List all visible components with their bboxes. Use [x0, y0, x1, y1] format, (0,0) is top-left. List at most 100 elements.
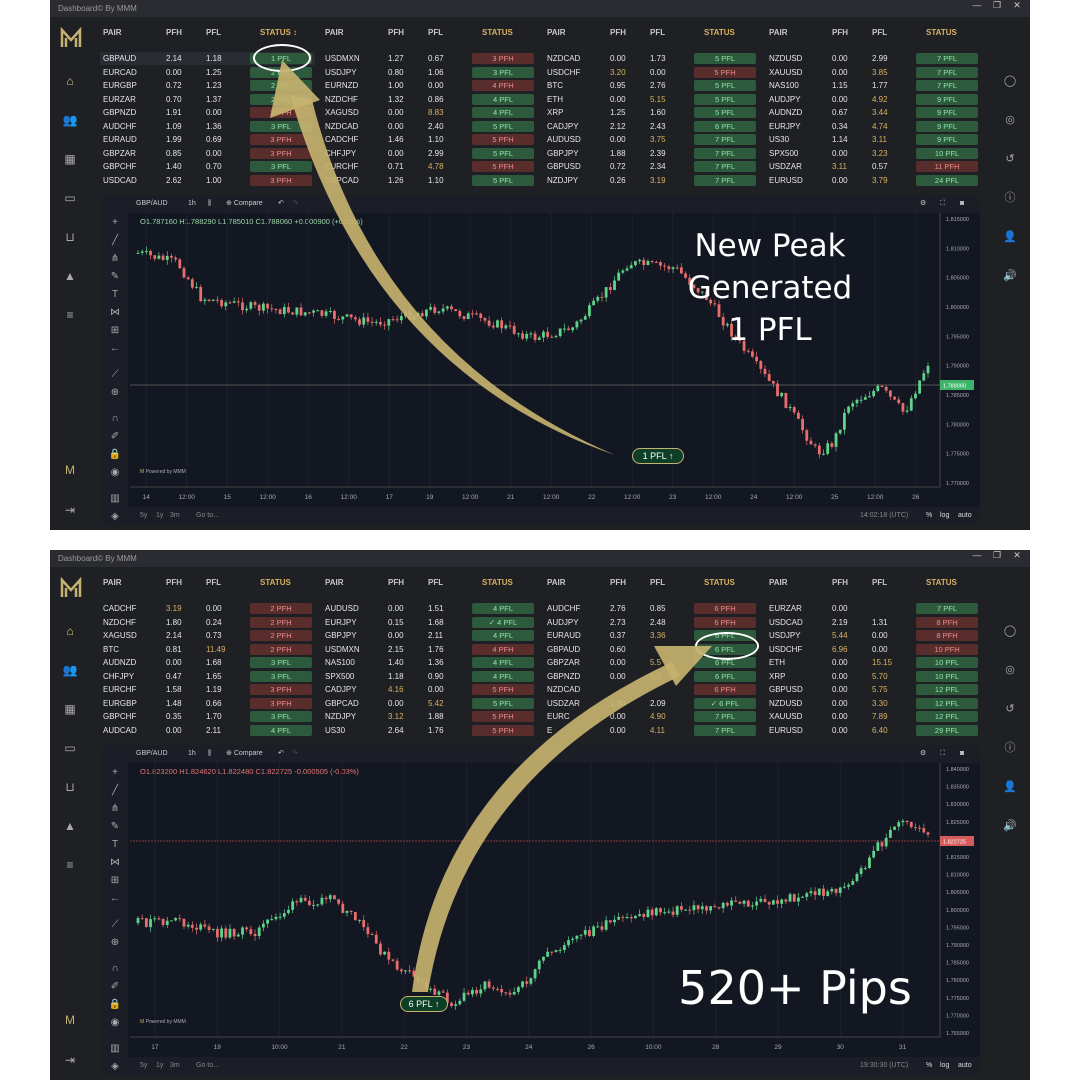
eye-icon[interactable]: ◉	[110, 467, 120, 478]
layers-icon[interactable]: ◈	[111, 511, 119, 522]
range-3m[interactable]: 3m	[170, 512, 180, 519]
table-row[interactable]: EURAUD 1.99 0.69 3 PFH	[100, 133, 315, 146]
table-row[interactable]: USDCHF 3.20 0.00 5 PFH	[544, 66, 759, 79]
video-icon[interactable]: ▭	[64, 191, 76, 205]
column-header-pfl[interactable]: PFL	[650, 578, 666, 587]
table-row[interactable]: BTC 0.95 2.76 5 PFL	[544, 79, 759, 92]
lock-drawing-icon[interactable]: ✐	[110, 431, 120, 442]
column-header-pfl[interactable]: PFL	[206, 578, 222, 587]
table-row[interactable]: GBPJPY 0.00 2.11 4 PFL	[322, 629, 537, 642]
camera-icon[interactable]: ◙	[960, 200, 965, 207]
camera-icon[interactable]: ◙	[960, 750, 965, 757]
table-row[interactable]: USDMXN 1.27 0.67 3 PFH	[322, 52, 537, 65]
table-row[interactable]: GBPNZD 0.00 5.0 6 PFL	[544, 670, 759, 683]
messages-icon[interactable]: ◎	[1005, 114, 1015, 126]
range-1y[interactable]: 1y	[156, 512, 164, 519]
table-row[interactable]: CHFJPY 0.47 1.65 3 PFL	[100, 670, 315, 683]
table-row[interactable]: USDJPY 5.44 0.00 8 PFH	[766, 629, 981, 642]
zoom-icon[interactable]: ⊕	[110, 387, 120, 398]
price-chart[interactable]: GBP/AUD 1h ⫼ ⊕ Compare ↶ ↷ ⚙ ⛶ ◙ + ╱ ⋔ ✎…	[102, 745, 980, 1075]
table-row[interactable]: AUDJPY 0.00 4.92 9 PFL	[766, 93, 981, 106]
trendline-icon[interactable]: ╱	[111, 235, 119, 246]
chat-icon[interactable]: ◯	[1003, 625, 1017, 637]
logout-icon[interactable]: ⇥	[64, 503, 76, 517]
table-row[interactable]: NZDCAD 0.00 1.73 5 PFL	[544, 52, 759, 65]
fib-icon[interactable]: ⋔	[110, 803, 120, 814]
mmm-small-logo-icon[interactable]: M	[65, 1013, 75, 1027]
table-row[interactable]: NZDCAD 6 PFH	[544, 683, 759, 696]
table-row[interactable]: EURGBP 0.72 1.23 2 PFL	[100, 79, 315, 92]
candle-type-icon[interactable]: ⫼	[208, 750, 212, 757]
fullscreen-icon[interactable]: ⛶	[940, 750, 945, 757]
column-header-pair[interactable]: PAIR	[547, 578, 566, 587]
calendar-icon[interactable]: ▦	[64, 152, 76, 166]
history-icon[interactable]: ↺	[1005, 703, 1015, 715]
table-row[interactable]: USDZAR 3.11 0.57 11 PFH	[766, 160, 981, 173]
table-row[interactable]: NZDCHF 1.32 0.86 4 PFL	[322, 93, 537, 106]
info-icon[interactable]: ⓘ	[1004, 192, 1016, 204]
compare-button[interactable]: ⊕ Compare	[226, 750, 263, 757]
table-row[interactable]: EURNZD 1.00 0.00 4 PFH	[322, 79, 537, 92]
table-row[interactable]: US30 2.64 1.76 5 PFH	[322, 724, 537, 737]
info-icon[interactable]: ⓘ	[1004, 742, 1016, 754]
lock-icon[interactable]: 🔒	[108, 449, 122, 460]
user-settings-icon[interactable]: 👤	[1003, 781, 1017, 793]
table-row[interactable]: EURZAR 0.00 7 PFL	[766, 602, 981, 615]
back-arrow-icon[interactable]: ←	[110, 893, 120, 904]
column-header-pfh[interactable]: PFH	[832, 28, 848, 37]
column-header-pfl[interactable]: PFL	[872, 28, 888, 37]
list-icon[interactable]: ≡	[66, 858, 74, 872]
close-button[interactable]: ✕	[1013, 0, 1021, 10]
table-row[interactable]: NAS100 1.40 1.36 4 PFL	[322, 656, 537, 669]
column-header-status[interactable]: STATUS	[704, 578, 735, 587]
back-arrow-icon[interactable]: ←	[110, 343, 120, 354]
table-row[interactable]: XRP 0.00 5.70 10 PFL	[766, 670, 981, 683]
goto-button[interactable]: Go to...	[196, 1062, 219, 1069]
timeframe-button[interactable]: 1h	[188, 200, 196, 207]
table-row[interactable]: GBPCHF 0.35 1.70 3 PFL	[100, 710, 315, 723]
table-row[interactable]: SPX500 1.18 0.90 4 PFL	[322, 670, 537, 683]
column-header-status[interactable]: STATUS	[260, 578, 291, 587]
table-row[interactable]: EURUSD 0.00 6.40 29 PFL	[766, 724, 981, 737]
lock-drawing-icon[interactable]: ✐	[110, 981, 120, 992]
magnet-icon[interactable]: ∩	[111, 963, 119, 974]
column-header-pfl[interactable]: PFL	[428, 28, 444, 37]
cart-icon[interactable]: ⊔	[65, 780, 75, 794]
table-row[interactable]: USDZAR 1.80 2.09 ✓ 6 PFL	[544, 697, 759, 710]
column-header-pair[interactable]: PAIR	[325, 578, 344, 587]
column-header-pfh[interactable]: PFH	[388, 578, 404, 587]
table-row[interactable]: AUDJPY 2.73 2.48 6 PFH	[544, 616, 759, 629]
table-row[interactable]: AUDUSD 0.00 3.75 7 PFL	[544, 133, 759, 146]
pattern-icon[interactable]: ⋈	[110, 857, 120, 868]
range-5y[interactable]: 5y	[140, 1062, 148, 1069]
table-row[interactable]: NZDUSD 0.00 3.30 12 PFL	[766, 697, 981, 710]
table-row[interactable]: XRP 1.25 1.60 5 PFL	[544, 106, 759, 119]
settings-icon[interactable]: ⚙	[920, 200, 927, 207]
undo-icon[interactable]: ↶	[278, 200, 284, 207]
range-3m[interactable]: 3m	[170, 1062, 180, 1069]
table-row[interactable]: ETH 0.00 15.15 10 PFL	[766, 656, 981, 669]
auto-toggle[interactable]: auto	[958, 512, 972, 519]
table-row[interactable]: E 0.00 4.11 7 PFL	[544, 724, 759, 737]
table-row[interactable]: CADJPY 2.12 2.43 6 PFL	[544, 120, 759, 133]
magnet-icon[interactable]: ∩	[111, 413, 119, 424]
table-row[interactable]: XAGUSD 0.00 8.83 4 PFL	[322, 106, 537, 119]
table-row[interactable]: CADJPY 4.16 0.00 5 PFH	[322, 683, 537, 696]
logout-icon[interactable]: ⇥	[64, 1053, 76, 1067]
table-row[interactable]: USDCAD 2.19 1.31 8 PFH	[766, 616, 981, 629]
column-header-pfh[interactable]: PFH	[610, 578, 626, 587]
brush-icon[interactable]: ✎	[110, 271, 120, 282]
cart-icon[interactable]: ⊔	[65, 230, 75, 244]
table-row[interactable]: NZDUSD 0.00 2.99 7 PFL	[766, 52, 981, 65]
column-header-status[interactable]: STATUS	[926, 28, 957, 37]
table-row[interactable]: AUDCAD 0.00 2.11 4 PFL	[100, 724, 315, 737]
brush-icon[interactable]: ✎	[110, 821, 120, 832]
table-row[interactable]: EURCHF 1.58 1.19 3 PFH	[100, 683, 315, 696]
column-header-pfh[interactable]: PFH	[610, 28, 626, 37]
trash-icon[interactable]: ▥	[110, 1043, 120, 1054]
video-icon[interactable]: ▭	[64, 741, 76, 755]
sound-icon[interactable]: 🔊	[1003, 270, 1017, 282]
crosshair-icon[interactable]: +	[112, 217, 118, 228]
column-header-pfh[interactable]: PFH	[166, 28, 182, 37]
users-icon[interactable]: 👥	[62, 113, 78, 127]
